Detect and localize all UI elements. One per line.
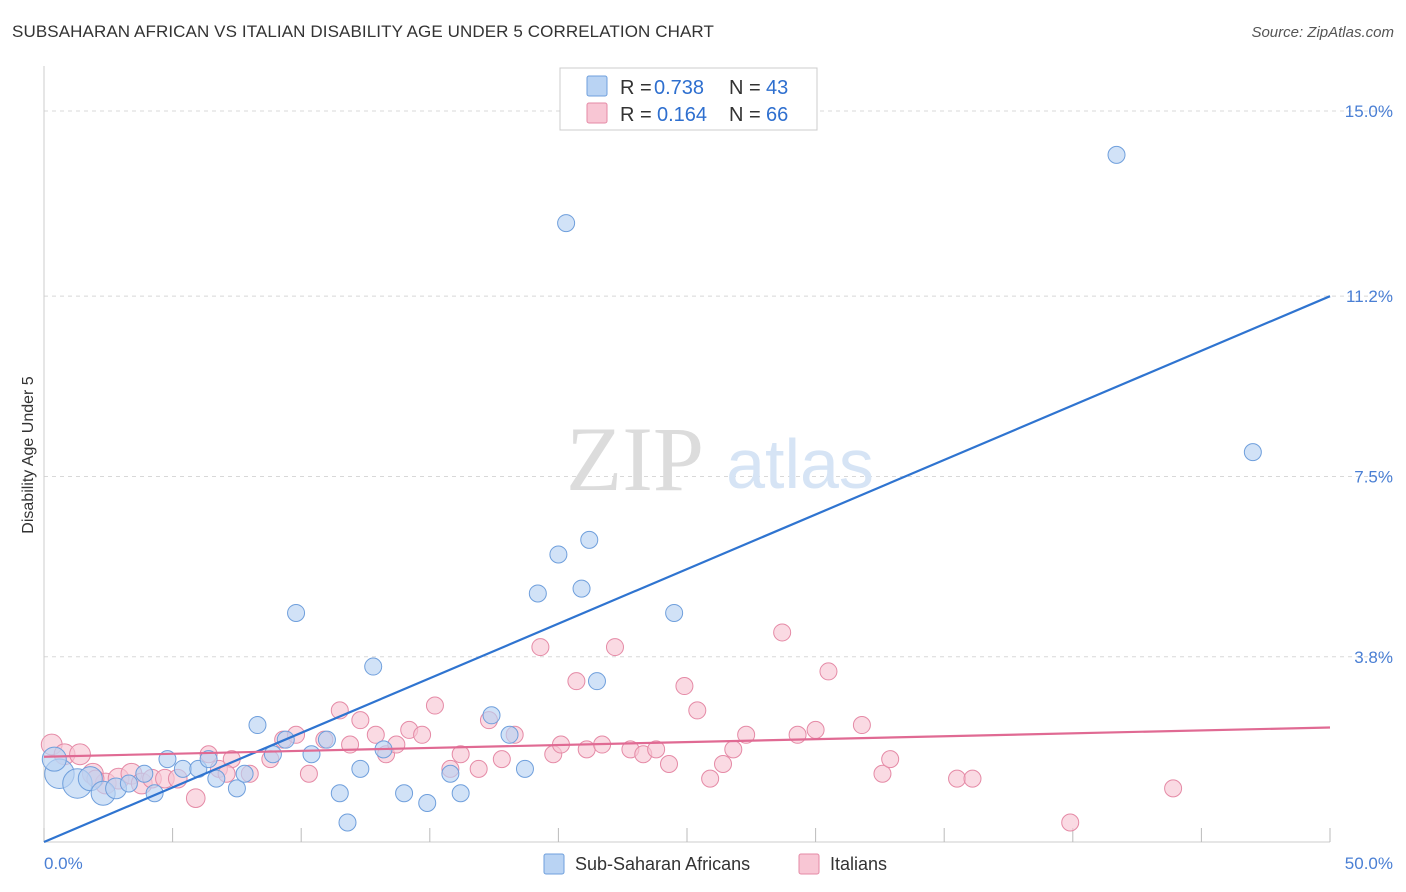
sub-saharan-point-14 (235, 764, 254, 783)
italians-point-2 (69, 743, 91, 766)
italians-point-60 (948, 769, 967, 788)
italians-point-42 (605, 638, 624, 657)
sub-saharan-point-5 (119, 774, 138, 793)
y-tick-label-2: 11.2% (1346, 287, 1393, 306)
legend-n-value-pink: 66 (766, 104, 788, 126)
sub-saharan-point-36 (572, 579, 591, 598)
bottom-legend-swatch-blue (543, 853, 565, 875)
sub-saharan-point-21 (330, 784, 349, 803)
italians-point-63 (1164, 779, 1183, 798)
trend-line-italians (43, 726, 1331, 758)
sub-saharan-point-40 (1107, 145, 1126, 164)
sub-saharan-point-38 (587, 672, 606, 691)
sub-saharan-point-12 (207, 769, 226, 788)
sub-saharan-point-18 (287, 603, 306, 622)
italians-point-56 (819, 662, 838, 681)
italians-point-28 (413, 725, 432, 744)
sub-saharan-point-15 (248, 716, 267, 735)
italians-point-57 (852, 716, 871, 735)
legend-n-value-blue: 43 (766, 77, 788, 99)
x-tick-label-1: 50.0% (1345, 854, 1393, 873)
watermark-zip: ZIP (566, 408, 704, 510)
italians-point-55 (806, 720, 825, 739)
italians-point-32 (469, 759, 488, 778)
legend-n-label-pink: N = (729, 104, 761, 126)
italians-point-58 (873, 764, 892, 783)
sub-saharan-point-9 (173, 759, 192, 778)
italians-point-62 (1061, 813, 1080, 832)
sub-saharan-point-29 (451, 784, 470, 803)
legend-r-value-blue: 0.738 (654, 77, 704, 99)
legend-r-label-blue: R = (620, 77, 652, 99)
sub-saharan-point-42 (41, 746, 67, 772)
sub-saharan-point-27 (418, 794, 437, 813)
sub-saharan-point-23 (351, 759, 370, 778)
sub-saharan-point-11 (199, 750, 218, 769)
bottom-legend-label-blue: Sub-Saharan Africans (575, 854, 750, 874)
sub-saharan-point-41 (1243, 443, 1262, 462)
legend-r-label-pink: R = (620, 104, 652, 126)
italians-point-34 (492, 750, 511, 769)
sub-saharan-point-26 (395, 784, 414, 803)
trend-lines (43, 295, 1331, 844)
italians-point-51 (724, 740, 743, 759)
axes (43, 66, 1331, 843)
sub-saharan-point-37 (580, 530, 599, 549)
sub-saharan-points (41, 145, 1262, 832)
sub-saharan-point-31 (500, 725, 519, 744)
x-tick-label-0: 0.0% (44, 854, 83, 873)
italians-point-50 (714, 755, 733, 774)
trend-line-sub-saharan (43, 295, 1331, 844)
italians-point-36 (531, 638, 550, 657)
italians-point-46 (659, 755, 678, 774)
italians-point-19 (299, 764, 318, 783)
tick-labels: 3.8% 7.5% 11.2% 15.0% 0.0% 50.0% (44, 102, 1393, 873)
sub-saharan-point-34 (549, 545, 568, 564)
legend-r-value-pink: 0.164 (657, 104, 707, 126)
watermark-atlas: atlas (726, 425, 874, 503)
sub-saharan-point-19 (302, 745, 321, 764)
italians-point-45 (647, 740, 666, 759)
bottom-legend-label-pink: Italians (830, 854, 887, 874)
y-tick-label-0: 3.8% (1354, 648, 1393, 667)
legend-top: R = 0.738 N = 43 R = 0.164 N = 66 (559, 67, 818, 131)
y-tick-label-1: 7.5% (1354, 467, 1393, 486)
sub-saharan-point-13 (227, 779, 246, 798)
italians-points (40, 623, 1183, 832)
italians-point-39 (567, 672, 586, 691)
bottom-legend-swatch-pink (798, 853, 820, 875)
italians-point-61 (963, 769, 982, 788)
sub-saharan-point-6 (135, 764, 154, 783)
sub-saharan-point-28 (441, 764, 460, 783)
italians-point-29 (425, 696, 444, 715)
italians-point-11 (185, 788, 206, 808)
grid (44, 110, 1392, 658)
legend-swatch-pink (586, 102, 608, 124)
sub-saharan-point-20 (317, 730, 336, 749)
italians-point-49 (701, 769, 720, 788)
sub-saharan-point-30 (482, 706, 501, 725)
legend-bottom: Sub-Saharan Africans Italians (543, 853, 887, 875)
sub-saharan-point-39 (665, 603, 684, 622)
y-tick-label-3: 15.0% (1345, 102, 1393, 121)
sub-saharan-point-35 (557, 214, 576, 233)
legend-swatch-blue (586, 75, 608, 97)
sub-saharan-point-33 (528, 584, 547, 603)
italians-point-23 (351, 711, 370, 730)
sub-saharan-point-22 (338, 813, 357, 832)
chart-title: SUBSAHARAN AFRICAN VS ITALIAN DISABILITY… (12, 22, 714, 41)
italians-point-31 (451, 745, 470, 764)
sub-saharan-point-24 (364, 657, 383, 676)
italians-point-59 (881, 750, 900, 769)
source-credit: Source: ZipAtlas.com (1251, 24, 1394, 41)
watermark: ZIP atlas (566, 408, 874, 510)
italians-point-24 (366, 725, 385, 744)
italians-point-47 (675, 677, 694, 696)
sub-saharan-point-32 (515, 759, 534, 778)
italians-point-52 (737, 725, 756, 744)
legend-n-label-blue: N = (729, 77, 761, 99)
italians-point-53 (773, 623, 792, 642)
italians-point-48 (688, 701, 707, 720)
